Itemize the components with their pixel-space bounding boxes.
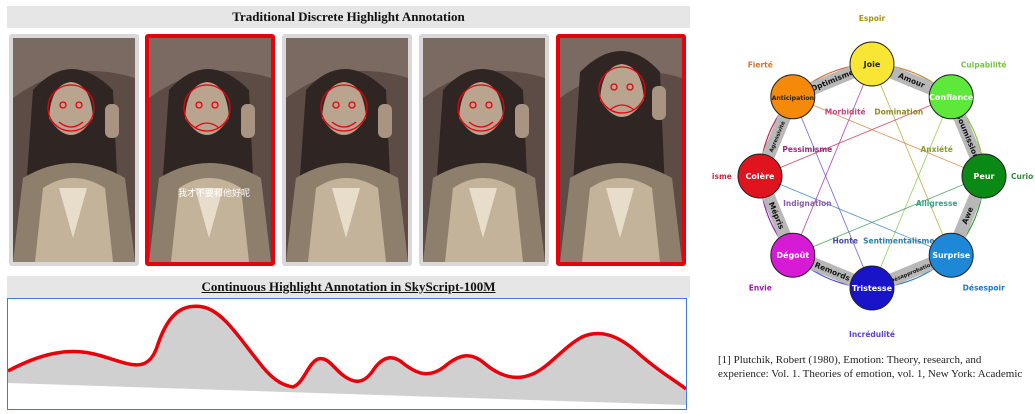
- video-frame-2: 我才不要和他好呢: [145, 34, 275, 266]
- secondary-inner-label: Anxiété: [921, 145, 953, 154]
- primary-emotion-node: [770, 232, 816, 278]
- wheel-nodes: Joie Confiance Peur Surprise Tristesse Dégoût…: [737, 41, 1007, 311]
- primary-emotion-label: Joie: [863, 60, 881, 69]
- secondary-inner-label: Pessimisme: [782, 145, 832, 154]
- primary-emotion-node: [849, 265, 895, 311]
- primary-emotion-label: Confiance: [929, 93, 974, 102]
- tertiary-outer-label: Envie: [749, 284, 772, 293]
- tertiary-outer-label: Curiosité: [1011, 172, 1034, 181]
- primary-emotion-node: [961, 153, 1007, 199]
- video-frame-5: [556, 34, 686, 266]
- highlight-curve-line: [7, 304, 688, 391]
- frame-illustration: [13, 38, 135, 262]
- frame-subtitle: 我才不要和他好呢: [177, 189, 250, 199]
- tertiary-outer-label: Cynisme: [712, 172, 732, 181]
- primary-emotion-label: Peur: [974, 172, 995, 181]
- primary-emotion-node: [737, 153, 783, 199]
- tertiary-outer-label: Culpabilité: [961, 60, 1007, 69]
- inner-chord: [871, 63, 952, 256]
- video-frame-4: [419, 34, 549, 266]
- primary-emotion-label: Surprise: [932, 251, 971, 260]
- inner-chord: [871, 96, 952, 289]
- video-frame-3: [282, 34, 412, 266]
- inner-chord: [792, 96, 873, 289]
- tertiary-outer-label: Espoir: [859, 14, 886, 23]
- frame-illustration: [423, 38, 545, 262]
- inner-chord: [759, 96, 952, 177]
- primary-emotion-node: [928, 232, 974, 278]
- primary-emotion-label: Tristesse: [852, 284, 893, 293]
- highlight-curve-svg: [7, 304, 688, 405]
- primary-emotion-label: Dégoût: [776, 250, 809, 260]
- primary-emotion-node: [928, 74, 974, 120]
- video-frame-1: [9, 34, 139, 266]
- frame-illustration: [286, 38, 408, 262]
- inner-chord: [759, 175, 952, 256]
- discrete-annotation-title: Traditional Discrete Highlight Annotatio…: [7, 6, 690, 28]
- secondary-inner-label: Sentimentalisme: [863, 237, 934, 246]
- frame-illustration: [560, 38, 682, 262]
- continuous-annotation-title: Continuous Highlight Annotation in SkySc…: [7, 276, 690, 298]
- primary-emotion-label: Colère: [746, 171, 775, 181]
- inner-chord: [792, 96, 985, 177]
- primary-emotion-label: Anticipation: [772, 95, 814, 102]
- primary-emotion-node: [849, 41, 895, 87]
- plutchik-emotion-wheel: AmourSoumissionAweDésapprobationRemordsM…: [712, 14, 1034, 339]
- inner-chord: [792, 175, 985, 256]
- secondary-inner-label: Honte: [832, 237, 857, 246]
- secondary-inner-label: Indignation: [783, 199, 832, 208]
- tertiary-outer-label: Désespoir: [963, 284, 1005, 293]
- highlight-curve-plot: [7, 298, 688, 410]
- secondary-inner-label: Alligresse: [916, 199, 958, 208]
- highlight-area: [8, 306, 686, 405]
- secondary-inner-label: Morbidité: [825, 107, 866, 116]
- secondary-inner-label: Domination: [874, 107, 923, 116]
- frame-illustration: [149, 38, 271, 262]
- tertiary-outer-label: Incrédulité: [849, 330, 895, 339]
- primary-emotion-node: [770, 74, 816, 120]
- reference-note: [1] Plutchik, Robert (1980), Emotion: Th…: [718, 354, 1023, 380]
- inner-chord: [792, 63, 873, 256]
- tertiary-outer-label: Fierté: [748, 60, 773, 69]
